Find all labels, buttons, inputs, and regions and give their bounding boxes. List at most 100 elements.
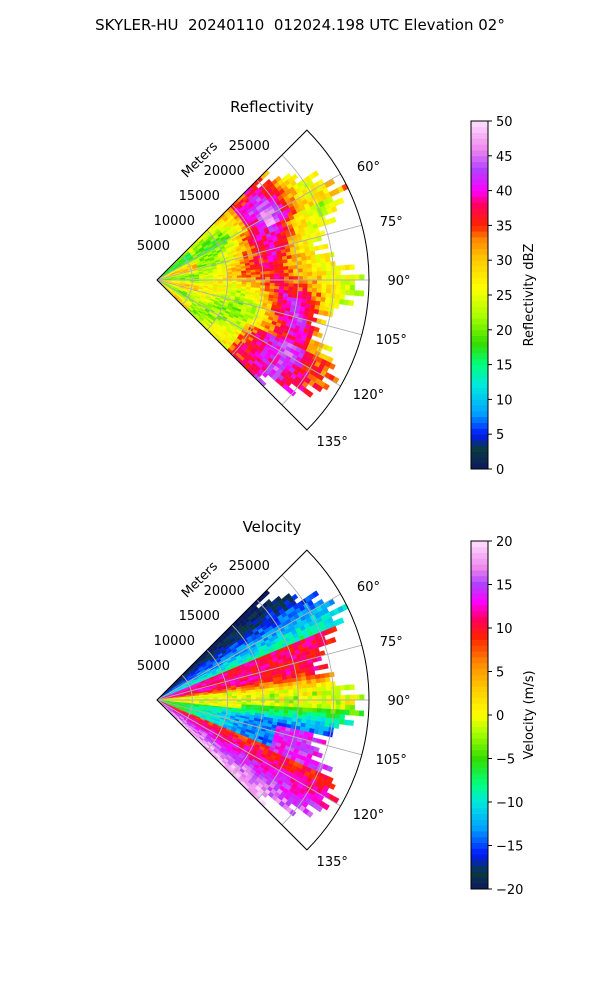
reflectivity-colorbar-band [471, 283, 488, 289]
reflectivity-cell [350, 285, 355, 290]
reflectivity-cell [344, 300, 349, 306]
velocity-colorbar-band [471, 703, 488, 709]
reflectivity-cell [298, 272, 303, 276]
reflectivity-colorbar-tick-label: 20 [496, 324, 513, 339]
velocity-colorbar-band [471, 558, 488, 564]
reflectivity-cell [341, 275, 346, 280]
reflectivity-cell [275, 283, 280, 286]
velocity-colorbar-band [471, 553, 488, 559]
velocity-cell [339, 719, 344, 724]
reflectivity-cell [265, 274, 270, 277]
velocity-cell [279, 700, 284, 703]
reflectivity-cell [354, 290, 359, 296]
velocity-cell [284, 686, 289, 690]
reflectivity-cell [279, 267, 284, 271]
velocity-colorbar-band [471, 785, 488, 791]
reflectivity-cell [284, 266, 289, 270]
reflectivity-colorbar-tick-label: 50 [496, 115, 513, 130]
reflectivity-cell [298, 265, 303, 269]
reflectivity-cell [302, 260, 307, 264]
velocity-colorbar-band [471, 796, 488, 802]
reflectivity-colorbar-band [471, 289, 488, 295]
reflectivity-cell [293, 273, 298, 277]
velocity-colorbar-band [471, 848, 488, 854]
velocity-cell [307, 716, 312, 721]
velocity-cell [270, 691, 275, 694]
reflectivity-cell [307, 288, 312, 292]
reflectivity-cell [237, 276, 242, 278]
velocity-cell [306, 676, 311, 681]
reflectivity-cell [256, 272, 261, 275]
velocity-colorbar-label: Velocity (m/s) [522, 670, 537, 759]
velocity-cell [321, 717, 326, 722]
velocity-cell [320, 674, 325, 679]
velocity-cell [317, 700, 322, 704]
velocity-cell [278, 683, 283, 687]
reflectivity-colorbar-tick-label: 45 [496, 150, 513, 165]
velocity-cell [326, 709, 331, 714]
reflectivity-cell [298, 284, 303, 288]
reflectivity-cell [327, 280, 332, 285]
reflectivity-cell [307, 260, 312, 265]
reflectivity-colorbar-band [471, 237, 488, 243]
reflectivity-cell [288, 266, 293, 270]
velocity-colorbar-band [471, 616, 488, 622]
velocity-cell [317, 691, 322, 695]
figure-title: SKYLER-HU 20240110 012024.198 UTC Elevat… [0, 16, 600, 34]
reflectivity-cell [237, 282, 242, 284]
velocity-cell [325, 673, 330, 678]
velocity-cell [350, 710, 355, 715]
reflectivity-cell [350, 275, 355, 280]
velocity-cell [289, 696, 294, 700]
velocity-colorbar-band [471, 732, 488, 738]
reflectivity-colorbar-band [471, 260, 488, 266]
reflectivity-cell [335, 294, 340, 299]
velocity-cell [340, 685, 345, 690]
velocity-cell [311, 679, 316, 684]
reflectivity-cell [289, 280, 294, 284]
reflectivity-angle-tick-label: 120° [353, 388, 384, 403]
reflectivity-colorbar-band [471, 347, 488, 353]
velocity-colorbar-band [471, 756, 488, 762]
reflectivity-colorbar-tick-label: 15 [496, 359, 513, 374]
reflectivity-colorbar-band [471, 278, 488, 284]
velocity-colorbar-band [471, 808, 488, 814]
velocity-cell [325, 677, 330, 682]
reflectivity-cell [298, 269, 303, 273]
velocity-cell [322, 700, 327, 704]
reflectivity-cell [279, 280, 284, 283]
velocity-colorbar-tick-label: 15 [496, 579, 513, 594]
reflectivity-colorbar-band [471, 191, 488, 197]
velocity-cell [345, 685, 350, 690]
velocity-cell [284, 700, 289, 704]
velocity-colorbar-band [471, 628, 488, 634]
velocity-cell [312, 687, 317, 692]
velocity-colorbar-band [471, 622, 488, 628]
velocity-cell [359, 711, 364, 717]
reflectivity-cell [326, 266, 331, 271]
reflectivity-cell [279, 273, 284, 277]
velocity-cell [246, 693, 251, 696]
velocity-range-tick-label: 20000 [204, 584, 245, 599]
velocity-cell [317, 708, 322, 713]
reflectivity-cell [307, 296, 312, 301]
reflectivity-cell [284, 283, 289, 287]
reflectivity-cell [325, 257, 330, 262]
velocity-cell [315, 721, 320, 726]
reflectivity-colorbar-band [471, 144, 488, 150]
reflectivity-cell [298, 276, 303, 280]
reflectivity-cell [312, 284, 317, 288]
velocity-colorbar-band [471, 883, 488, 889]
reflectivity-colorbar-band [471, 394, 488, 400]
velocity-colorbar-band [471, 773, 488, 779]
velocity-cell [294, 700, 299, 704]
reflectivity-cell [321, 262, 326, 267]
reflectivity-cell [270, 271, 275, 274]
velocity-cell [265, 688, 270, 691]
velocity-cell [279, 697, 284, 700]
velocity-cell [270, 694, 275, 697]
reflectivity-cell [223, 276, 228, 278]
velocity-colorbar-band [471, 715, 488, 721]
reflectivity-range-tick-label: 10000 [154, 214, 195, 229]
velocity-cell [284, 690, 289, 694]
